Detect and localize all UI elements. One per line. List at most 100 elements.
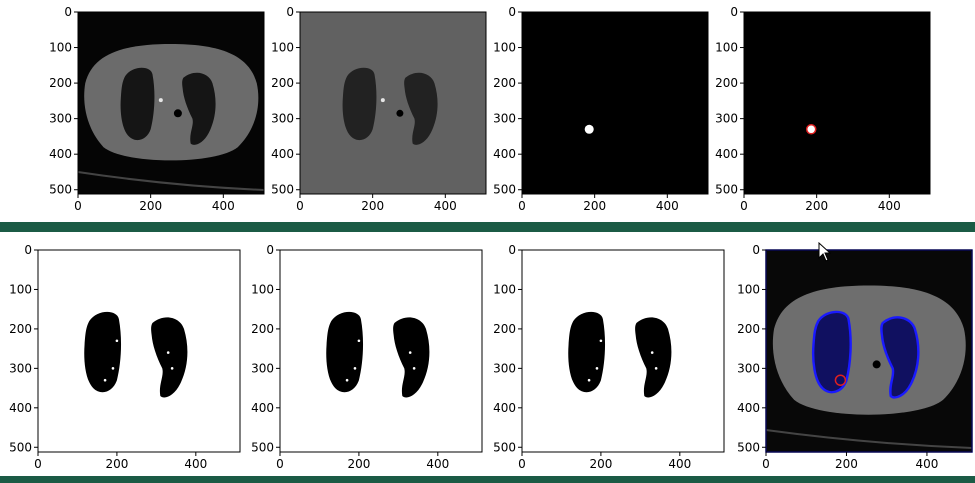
ct-scan-lung-segmented-ytick-label-200: 200 <box>271 76 294 90</box>
lung-mask-3-ytick-label-300: 300 <box>493 361 516 375</box>
nodule-mask-outlined-nodule <box>805 124 817 135</box>
lung-mask-1-lungs-right <box>151 317 188 398</box>
nodule-mask-outlined-xtick-label-200: 200 <box>805 199 828 213</box>
lung-mask-1-lungs <box>84 311 188 398</box>
ct-overlay-ytick-label-100: 100 <box>737 282 760 296</box>
ct-overlay-ytick-label-0: 0 <box>752 243 760 257</box>
lung-mask-2-xtick-label-400: 400 <box>426 457 449 471</box>
nodule-mask-ytick-label-200: 200 <box>493 76 516 90</box>
lung-mask-3-xtick-label-0: 0 <box>518 457 526 471</box>
lung-mask-2-ytick-label-100: 100 <box>251 282 274 296</box>
ct-scan-lung-segmented-ytick-label-100: 100 <box>271 41 294 55</box>
lung-mask-2-speck-0 <box>357 339 361 343</box>
nodule-mask-outlined-frame <box>743 11 931 195</box>
ct-scan-original-ytick-label-200: 200 <box>49 76 72 90</box>
lung-mask-1-xtick-label-0: 0 <box>34 457 42 471</box>
lung-mask-3-speck-2 <box>595 367 599 370</box>
ct-overlay-lungs <box>811 310 920 399</box>
lung-mask-1-speck-3 <box>103 378 107 382</box>
section-divider <box>0 222 975 232</box>
ct-overlay-frame <box>765 249 973 453</box>
ct-scan-lung-segmented-lungs-left <box>342 67 377 141</box>
ct-overlay-xtick-label-0: 0 <box>762 457 770 471</box>
lung-mask-3-speck-1 <box>605 351 609 354</box>
lung-mask-2-speck-1 <box>363 351 367 354</box>
lung-mask-1-speck-4 <box>166 351 170 354</box>
lung-mask-1-ytick-label-100: 100 <box>9 282 32 296</box>
lung-mask-3-bg <box>522 250 724 452</box>
lung-mask-3-ytick-label-500: 500 <box>493 440 516 454</box>
nodule-mask-outlined-ytick-label-0: 0 <box>730 5 738 19</box>
ct-scan-original-ytick-label-0: 0 <box>64 5 72 19</box>
lung-mask-3-ytick-label-400: 400 <box>493 401 516 415</box>
ct-scan-lung-segmented-ytick-label-400: 400 <box>271 147 294 161</box>
lung-mask-3-speck-3 <box>587 378 591 382</box>
ct-scan-original-ytick-label-300: 300 <box>49 112 72 126</box>
lung-mask-2-speck-2 <box>353 367 357 370</box>
ct-scan-original-lungs-left <box>120 67 155 141</box>
lung-mask-2-speck-4 <box>408 351 412 354</box>
nodule-mask-nodule <box>584 124 594 134</box>
nodule-mask-outlined-ytick-label-300: 300 <box>715 112 738 126</box>
nodule-mask-outlined-ytick-label-500: 500 <box>715 183 738 197</box>
lung-mask-1-speck-1 <box>121 351 125 354</box>
lung-mask-2-ytick-label-500: 500 <box>251 440 274 454</box>
ct-overlay-lungs-right <box>880 316 920 399</box>
lung-mask-1-ytick-label-200: 200 <box>9 322 32 336</box>
ct-scan-original-xtick-label-400: 400 <box>212 199 235 213</box>
lung-mask-2-lungs-left <box>326 311 364 393</box>
lung-mask-3-xtick-label-400: 400 <box>668 457 691 471</box>
ct-overlay-xtick-label-400: 400 <box>915 457 938 471</box>
ct-overlay-ytick-label-500: 500 <box>737 440 760 454</box>
lung-mask-1-ytick-label-300: 300 <box>9 361 32 375</box>
nodule-mask-ytick-label-100: 100 <box>493 41 516 55</box>
ct-scan-original-lungs <box>120 67 216 145</box>
lung-mask-1-airway <box>142 360 151 369</box>
nodule-mask-ytick-label-0: 0 <box>508 5 516 19</box>
lung-mask-2-ytick-label-400: 400 <box>251 401 274 415</box>
nodule-mask-xtick-label-200: 200 <box>583 199 606 213</box>
lung-mask-2-xtick-label-200: 200 <box>347 457 370 471</box>
lung-mask-2-xtick-label-0: 0 <box>276 457 284 471</box>
nodule-mask-outlined-bg <box>744 12 930 194</box>
lung-mask-3-lungs <box>568 311 672 398</box>
ct-overlay-xtick-label-200: 200 <box>835 457 858 471</box>
lung-mask-2-airway <box>384 360 393 369</box>
ct-overlay-ytick-label-300: 300 <box>737 361 760 375</box>
ct-scan-original-vessel <box>158 98 163 103</box>
lung-mask-1-speck-2 <box>111 367 115 370</box>
ct-scan-original-xtick-label-0: 0 <box>74 199 82 213</box>
ct-scan-lung-segmented-ytick-label-300: 300 <box>271 112 294 126</box>
ct-scan-lung-segmented-frame <box>299 11 487 195</box>
nodule-mask-outlined-ytick-label-400: 400 <box>715 147 738 161</box>
ct-scan-lung-segmented-airway <box>396 109 404 117</box>
nodule-mask-xtick-label-400: 400 <box>656 199 679 213</box>
lung-mask-2-bg <box>280 250 482 452</box>
ct-scan-original-body-shape <box>84 43 259 161</box>
nodule-mask-bg <box>522 12 708 194</box>
ct-overlay-airway <box>872 360 881 369</box>
bottom-strip <box>0 476 975 483</box>
lung-mask-1-ytick-label-0: 0 <box>24 243 32 257</box>
lung-mask-1-ytick-label-500: 500 <box>9 440 32 454</box>
lung-mask-3-speck-4 <box>650 351 654 354</box>
nodule-mask-outlined-ytick-label-200: 200 <box>715 76 738 90</box>
nodule-mask-outlined-xtick-label-400: 400 <box>878 199 901 213</box>
ct-scan-lung-segmented-ytick-label-500: 500 <box>271 183 294 197</box>
ct-scan-original-body <box>84 43 259 161</box>
lung-mask-3-lungs-right <box>635 317 672 398</box>
ct-scan-lung-segmented-bg <box>300 12 486 194</box>
mouse-cursor-icon <box>818 242 832 262</box>
ct-scan-original-ytick-label-400: 400 <box>49 147 72 161</box>
ct-scan-lung-segmented-xtick-label-200: 200 <box>361 199 384 213</box>
ct-scan-original-frame <box>77 11 265 195</box>
ct-scan-original-xtick-label-200: 200 <box>139 199 162 213</box>
lung-mask-3-ytick-label-200: 200 <box>493 322 516 336</box>
lung-mask-1-ytick-label-400: 400 <box>9 401 32 415</box>
